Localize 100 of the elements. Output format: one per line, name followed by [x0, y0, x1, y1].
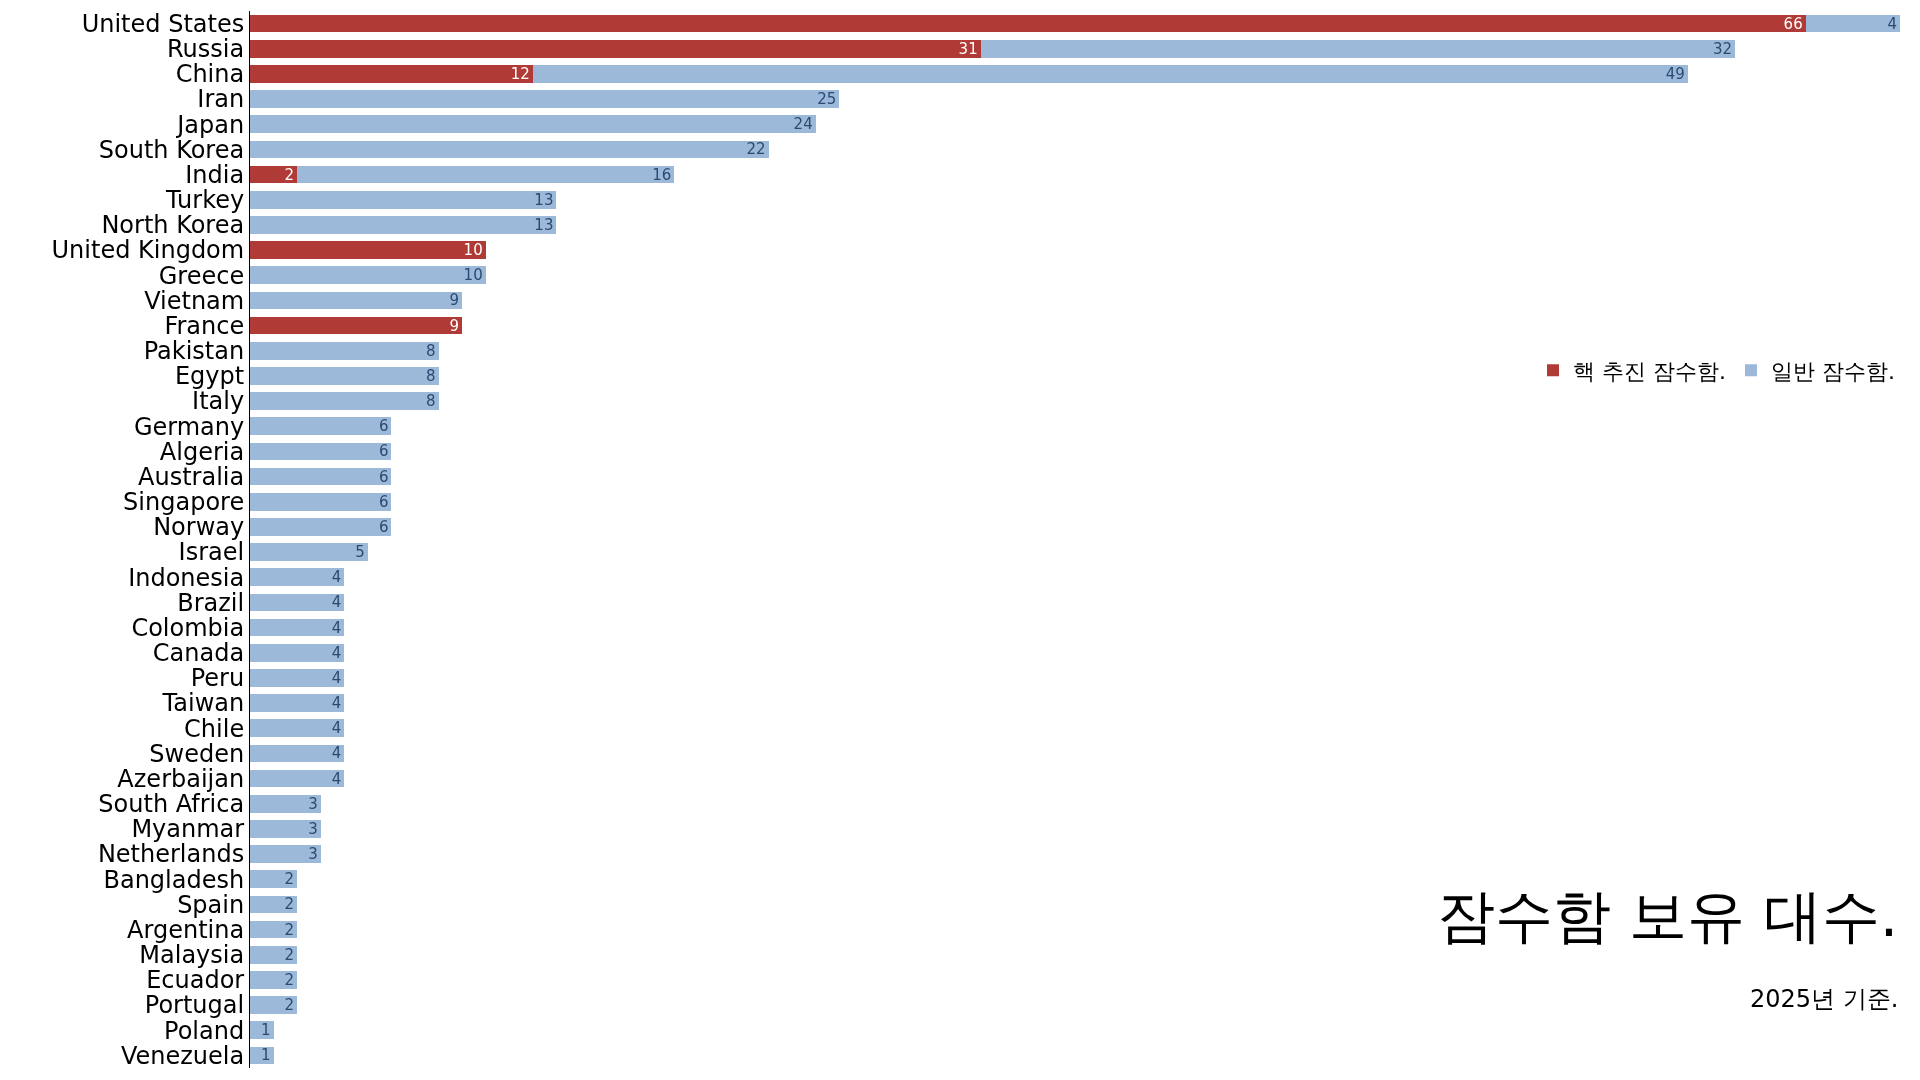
data-label: 6	[378, 442, 389, 461]
data-label: 2	[284, 996, 295, 1015]
bar	[250, 870, 298, 889]
data-label: 4	[331, 668, 342, 687]
data-label: 13	[534, 190, 554, 209]
bar	[250, 945, 298, 964]
data-label: 9	[449, 316, 460, 335]
bar	[250, 643, 345, 662]
data-label: 6	[378, 492, 389, 511]
text: 잠수함 보유 대수.	[1437, 882, 1899, 950]
data-label: 4	[331, 618, 342, 637]
bar	[250, 543, 368, 561]
bar	[250, 39, 981, 58]
bar	[250, 618, 345, 637]
data-label: 22	[746, 140, 766, 159]
data-label: 8	[426, 366, 436, 385]
data-label: 1	[261, 1021, 271, 1040]
data-label: 10	[463, 266, 483, 285]
y-tick-label: United States	[81, 9, 245, 38]
legend-label: 핵 추진 잠수함.	[1573, 358, 1726, 384]
data-label: 6	[378, 467, 389, 486]
data-label: 13	[534, 215, 554, 234]
data-label: 9	[449, 291, 460, 310]
y-tick-label: Myanmar	[131, 815, 245, 844]
bar	[250, 492, 392, 511]
bar	[250, 316, 463, 335]
bar	[250, 1021, 274, 1040]
bar	[250, 518, 392, 536]
data-label: 6	[378, 417, 389, 436]
data-label: 4	[331, 643, 342, 662]
data-label: 25	[817, 90, 837, 109]
bar	[250, 417, 392, 436]
bar	[1805, 14, 1900, 33]
data-label: 5	[355, 543, 365, 562]
data-label: 31	[958, 39, 978, 58]
bar	[250, 744, 345, 763]
data-label: 2	[284, 165, 295, 184]
bar	[250, 266, 486, 285]
data-label: 3	[308, 794, 318, 813]
data-label: 2	[284, 895, 295, 914]
bar	[250, 190, 557, 209]
legend-label: 일반 잠수함.	[1770, 358, 1895, 384]
bar	[250, 971, 298, 989]
data-label: 4	[331, 694, 342, 713]
bar	[297, 165, 675, 184]
y-tick-label: Singapore	[123, 488, 245, 517]
data-label: 4	[331, 593, 342, 612]
data-label: 32	[1712, 39, 1732, 58]
data-label: 4	[331, 719, 342, 738]
bar	[250, 820, 321, 838]
data-label: 3	[308, 845, 318, 864]
data-label: 1	[261, 1046, 271, 1065]
data-label: 8	[426, 341, 436, 360]
bar	[250, 669, 345, 687]
y-tick-label: India	[185, 160, 245, 189]
bar	[250, 367, 439, 385]
bar	[250, 140, 769, 159]
bar	[250, 291, 463, 310]
bar	[250, 341, 439, 360]
bar	[250, 90, 840, 108]
bar	[250, 769, 345, 788]
y-tick-label: United Kingdom	[51, 236, 245, 265]
data-label: 49	[1665, 64, 1685, 83]
data-label: 3	[308, 819, 318, 838]
bar	[250, 241, 486, 259]
bar	[250, 65, 533, 83]
bar	[250, 593, 345, 612]
data-label: 6	[378, 517, 389, 536]
data-label: 16	[652, 165, 672, 184]
data-label: 24	[793, 115, 813, 134]
data-label: 2	[284, 870, 295, 889]
data-label: 12	[510, 64, 530, 83]
data-label: 2	[284, 970, 295, 989]
y-tick-label: Portugal	[144, 991, 245, 1020]
bar	[250, 845, 321, 863]
bar	[250, 216, 557, 234]
data-label: 8	[426, 392, 436, 411]
bar	[250, 442, 392, 461]
bar	[250, 568, 345, 587]
bar	[250, 794, 321, 813]
data-label: 4	[331, 769, 342, 788]
bar	[250, 996, 298, 1014]
bar	[250, 467, 392, 486]
data-label: 66	[1783, 14, 1803, 33]
bar	[980, 39, 1735, 58]
data-label: 2	[284, 945, 295, 964]
bar	[250, 392, 439, 410]
data-label: 4	[331, 744, 342, 763]
data-label: 2	[284, 920, 295, 939]
bar	[532, 65, 1688, 83]
data-label: 4	[1887, 14, 1897, 33]
bar	[250, 14, 1806, 33]
bar	[250, 694, 345, 712]
y-tick-label: Turkey	[165, 186, 245, 215]
y-tick-label: Venezuela	[120, 1041, 245, 1070]
data-label: 4	[331, 568, 342, 587]
data-label: 10	[463, 241, 483, 260]
bar	[250, 719, 345, 738]
text: 2025년 기준.	[1750, 985, 1899, 1013]
bar	[250, 115, 816, 134]
